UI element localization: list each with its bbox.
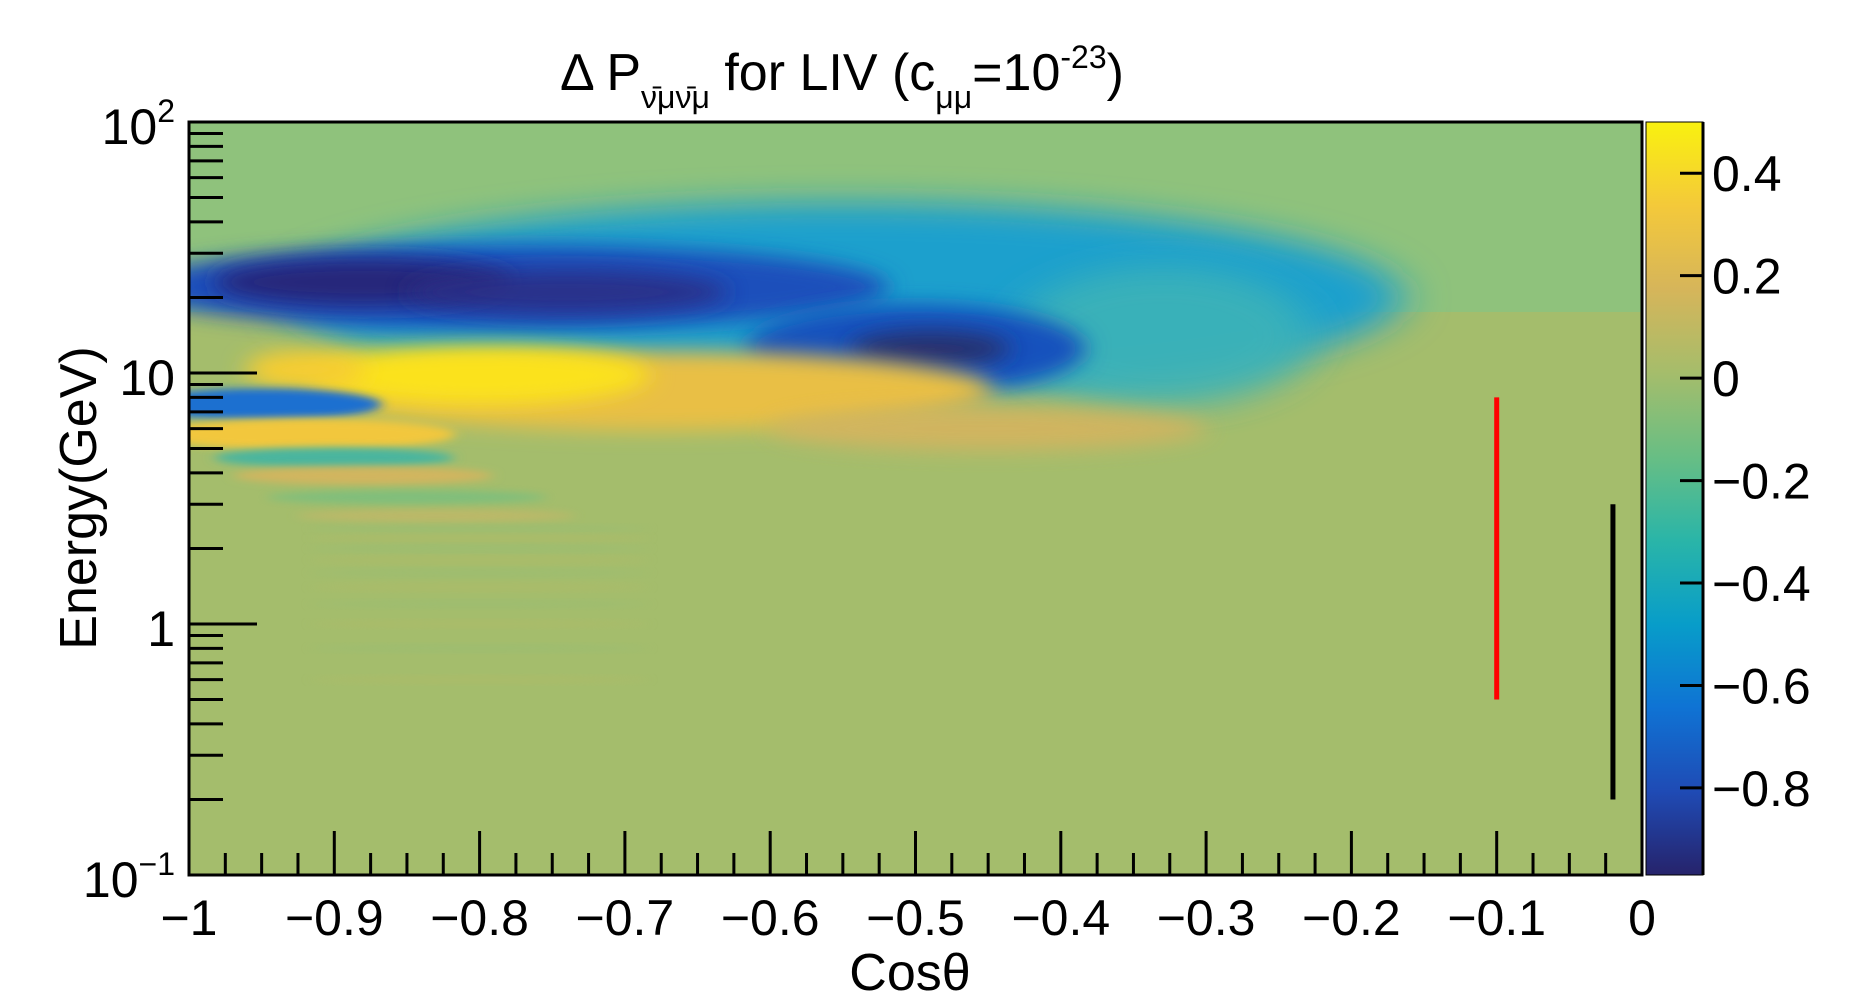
y-tick-label: 10 — [119, 350, 175, 406]
colorbar-tick-label: 0.2 — [1712, 249, 1782, 305]
x-tick-label: −0.6 — [721, 890, 820, 946]
chart-title: Δ Pν̄μν̄μ for LIV (cμμ=10-23) — [560, 39, 1124, 115]
heatmap-area — [189, 122, 1642, 875]
colorbar-tick-label: 0 — [1712, 351, 1740, 407]
ripple-band — [309, 584, 650, 591]
ripple-band — [309, 621, 650, 627]
marker-lines — [1494, 397, 1616, 800]
ripple-band — [309, 535, 650, 542]
colorbar-tick-label: −0.8 — [1712, 761, 1811, 817]
x-tick-label: −0.7 — [576, 890, 675, 946]
ripple-band — [309, 556, 650, 563]
y-tick-label: 1 — [147, 601, 175, 657]
ripple-band — [309, 676, 650, 683]
colorbar-tick-label: −0.4 — [1712, 556, 1811, 612]
heatmap-features — [189, 202, 1403, 522]
x-axis: −1 −0.9 −0.8 −0.7 −0.6 −0.5 −0.4 −0.3 −0.2 −0.1 0 — [160, 831, 1656, 946]
max-band — [309, 345, 650, 406]
min-band-third — [189, 388, 382, 421]
y-tick-label: 10−1 — [83, 846, 175, 908]
ripple-band — [309, 545, 650, 552]
x-tick-label: 0 — [1628, 890, 1656, 946]
ripple-band — [309, 601, 650, 608]
ripple-band — [309, 645, 650, 652]
colorbar-tick-label: −0.2 — [1712, 454, 1811, 510]
ripple-band — [309, 525, 650, 532]
band-4 — [214, 447, 455, 468]
fading-region — [1012, 266, 1313, 407]
max-band-tail — [768, 406, 1209, 451]
y-tick-label: 102 — [102, 93, 175, 155]
band-5 — [233, 466, 494, 485]
min-band-upper-core-2 — [406, 270, 727, 315]
x-tick-label: −0.4 — [1011, 890, 1110, 946]
x-tick-label: −0.2 — [1302, 890, 1401, 946]
x-axis-label: Cosθ — [849, 944, 970, 996]
y-axis-label: Energy(GeV) — [50, 346, 108, 649]
x-tick-label: −1 — [160, 890, 217, 946]
min-band-lower-core — [850, 330, 1011, 367]
secondary-max — [189, 418, 456, 451]
x-tick-label: −0.3 — [1157, 890, 1256, 946]
x-tick-label: −0.5 — [866, 890, 965, 946]
low-energy-ripples — [309, 525, 650, 683]
colorbar-tick-label: −0.6 — [1712, 658, 1811, 714]
x-tick-label: −0.8 — [430, 890, 529, 946]
colorbar-tick-label: 0.4 — [1712, 146, 1782, 202]
y-axis: 10−1 1 10 102 — [83, 93, 257, 908]
band-6 — [266, 490, 547, 505]
x-tick-label: −0.1 — [1447, 890, 1546, 946]
max-band-edge — [245, 349, 366, 390]
colorbar — [1646, 122, 1703, 875]
x-tick-label: −0.9 — [285, 890, 384, 946]
colorbar-ticks: 0.4 0.2 0 −0.2 −0.4 −0.6 −0.8 — [1680, 146, 1811, 817]
band-7 — [296, 509, 577, 522]
ripple-band — [309, 569, 650, 576]
